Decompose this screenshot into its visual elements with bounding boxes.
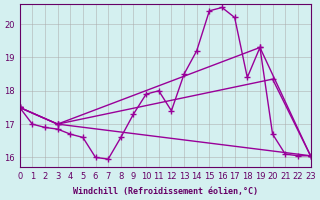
X-axis label: Windchill (Refroidissement éolien,°C): Windchill (Refroidissement éolien,°C) — [73, 187, 258, 196]
